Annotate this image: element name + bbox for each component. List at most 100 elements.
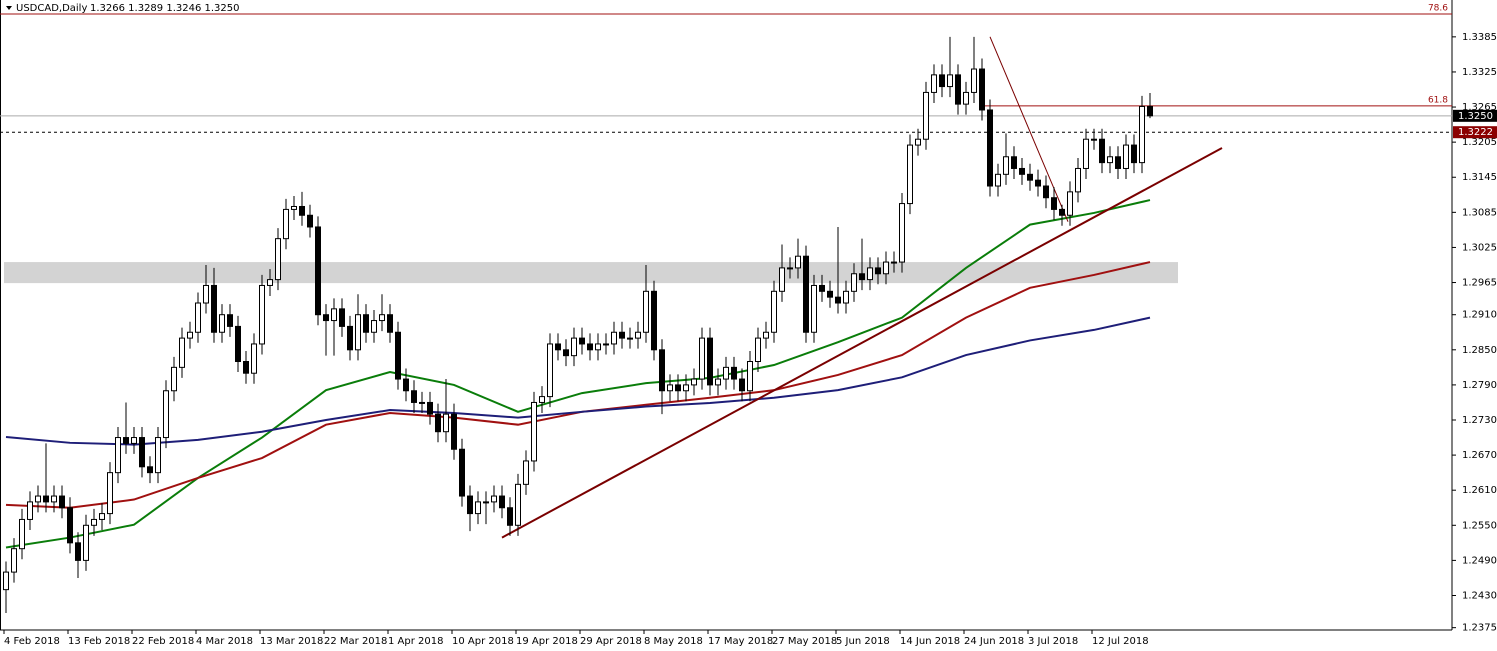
candle-body	[19, 518, 25, 550]
candle-body	[835, 296, 841, 304]
candle-body	[1019, 167, 1025, 175]
candle-body	[875, 267, 881, 275]
candle-body	[43, 495, 49, 503]
candle-body	[1067, 191, 1073, 216]
candle-body	[587, 343, 593, 351]
candle-body	[51, 495, 57, 503]
candle-body	[603, 343, 609, 346]
candle-body	[523, 460, 529, 485]
candle-body	[411, 390, 417, 403]
quote: 1.3266 1.3289 1.3246 1.3250	[90, 3, 240, 14]
candle-body	[59, 495, 65, 509]
y-tick-label: 1.3265	[1462, 102, 1497, 113]
candle-body	[1043, 185, 1049, 199]
candle-body	[667, 384, 673, 392]
candle-body	[75, 542, 81, 561]
candle-body	[211, 284, 217, 333]
price-tag-label: 1.3250	[1458, 111, 1493, 122]
trendline	[989, 36, 1069, 222]
candle-body	[1147, 105, 1153, 117]
y-tick-label: 1.3085	[1462, 207, 1497, 218]
candle-body	[187, 331, 193, 339]
x-tick-label: 13 Mar 2018	[260, 636, 323, 647]
candle-body	[827, 290, 833, 298]
candle-body	[307, 214, 313, 228]
price-tag	[1453, 126, 1497, 139]
candle-body	[355, 314, 361, 351]
candle-body	[947, 74, 953, 88]
candle-body	[123, 437, 129, 444]
candle-body	[219, 314, 225, 333]
candle-body	[619, 331, 625, 339]
candle-body	[267, 279, 273, 286]
x-tick-label: 10 Apr 2018	[452, 636, 514, 647]
candle-body	[907, 144, 913, 205]
menu-arrow[interactable]	[6, 6, 12, 10]
y-tick-label: 1.3025	[1462, 242, 1497, 253]
candle-body	[771, 290, 777, 333]
candle-body	[723, 366, 729, 380]
candle-body	[627, 337, 633, 340]
candle-body	[1099, 138, 1105, 164]
candle-body	[11, 548, 17, 573]
x-tick-label: 13 Feb 2018	[68, 636, 130, 647]
candle-body	[323, 314, 329, 322]
candle-body	[651, 290, 657, 351]
x-tick-label: 14 Jun 2018	[900, 636, 960, 647]
candle-body	[899, 203, 905, 263]
candle-body	[291, 205, 297, 210]
candle-body	[427, 401, 433, 415]
candle-body	[507, 507, 513, 526]
candle-body	[139, 437, 145, 468]
candle-body	[339, 308, 345, 327]
candle-body	[643, 290, 649, 333]
candle-body	[731, 366, 737, 380]
candle-body	[971, 68, 977, 93]
x-tick-label: 29 Apr 2018	[580, 636, 642, 647]
candle-body	[1003, 156, 1009, 175]
y-tick-label: 1.2375	[1462, 623, 1497, 634]
candle-body	[155, 437, 161, 474]
candle-body	[83, 524, 89, 561]
y-tick-label: 1.2850	[1462, 345, 1497, 356]
candle-body	[1091, 138, 1097, 141]
candle-body	[995, 173, 1001, 187]
candle-body	[275, 238, 281, 281]
candle-body	[579, 337, 585, 345]
x-tick-label: 5 Jun 2018	[836, 636, 890, 647]
x-tick-label: 19 Apr 2018	[516, 636, 578, 647]
y-tick-label: 1.3385	[1462, 32, 1497, 43]
x-tick-label: 4 Mar 2018	[196, 636, 253, 647]
candle-body	[235, 325, 241, 363]
candle-body	[107, 472, 113, 515]
candle-body	[331, 308, 337, 322]
candle-body	[115, 437, 121, 474]
candle-body	[475, 501, 481, 515]
x-tick-label: 3 Jul 2018	[1028, 636, 1078, 647]
candle-body	[1115, 156, 1121, 169]
candle-body	[395, 331, 401, 380]
candle-body	[531, 401, 537, 462]
candle-body	[515, 483, 521, 526]
candle-body	[315, 226, 321, 316]
candle-body	[787, 267, 793, 270]
candle-body	[595, 343, 601, 351]
x-tick-label: 8 May 2018	[644, 636, 703, 647]
x-tick-label: 22 Feb 2018	[132, 636, 194, 647]
candle-body	[1035, 179, 1041, 187]
candle-body	[27, 501, 33, 520]
candle-body	[547, 343, 553, 398]
candle-body	[659, 349, 665, 392]
candle-body	[987, 109, 993, 187]
candle-body	[443, 413, 449, 433]
candle-body	[955, 74, 961, 105]
candle-body	[699, 337, 705, 380]
candle-body	[499, 495, 505, 509]
candle-body	[387, 314, 393, 333]
candle-body	[931, 74, 937, 93]
x-tick-label: 27 May 2018	[772, 636, 837, 647]
candle-body	[171, 366, 177, 392]
candle-body	[539, 396, 545, 403]
